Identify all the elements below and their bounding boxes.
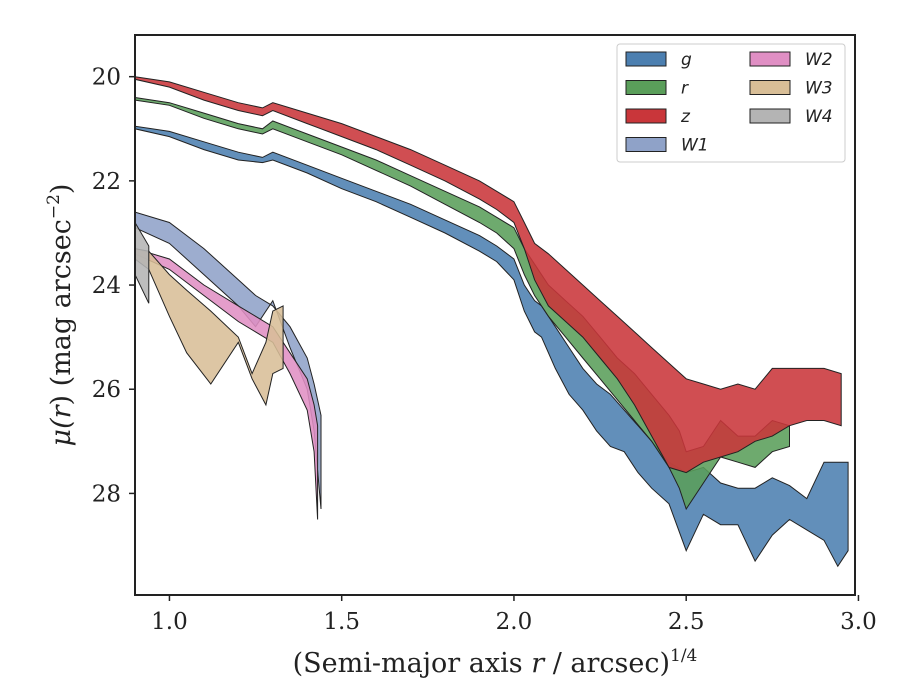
x-tick-label: 2.0 (496, 609, 533, 635)
y-tick-label: 22 (92, 169, 121, 195)
series-band-w1 (135, 211, 322, 510)
x-axis-label: (Semi-major axis r / arcsec)1/4 (293, 646, 698, 679)
y-axis-label: μ(r) (mag arcsec−2) (44, 184, 77, 447)
legend-label-z: z (680, 107, 691, 127)
legend-label-g: g (681, 50, 692, 70)
series-band-r (135, 96, 790, 511)
legend-label-w2: W2 (805, 50, 833, 70)
series-band-w2 (135, 248, 319, 520)
legend-swatch-r (625, 80, 667, 95)
y-tick-label: 20 (92, 65, 121, 91)
x-tick-label: 2.5 (668, 609, 705, 635)
series-band-z (135, 76, 842, 474)
legend-label-w1: W1 (681, 136, 709, 156)
series-band-w4 (135, 221, 150, 304)
legend-swatch-w2 (749, 51, 791, 67)
x-tick-label: 1.5 (323, 609, 360, 635)
legend-label-w4: W4 (805, 107, 833, 127)
legend-swatch-w1 (625, 137, 667, 152)
legend-box (616, 43, 846, 163)
legend-swatch-w3 (749, 80, 791, 95)
legend-swatch-z (625, 108, 667, 124)
legend-label-w3: W3 (805, 79, 833, 99)
legend-swatch-g (625, 51, 667, 67)
y-tick-label: 24 (92, 273, 121, 299)
axes: 1.0 1.5 2.0 2.5 3.0 20 22 24 26 28 (92, 34, 877, 635)
series-band-w3 (135, 248, 284, 407)
plot-frame (134, 34, 856, 596)
y-tick-label: 28 (92, 481, 121, 507)
legend: grz W1 W2 W3 W4 (616, 43, 846, 163)
x-tick-label: 3.0 (840, 609, 877, 635)
series-band-g (135, 125, 849, 568)
series-bands (135, 76, 849, 568)
x-tick-label: 1.0 (151, 609, 188, 635)
legend-swatch-w4 (749, 108, 791, 124)
legend-label-r: r (681, 79, 689, 99)
y-tick-label: 26 (92, 377, 121, 403)
